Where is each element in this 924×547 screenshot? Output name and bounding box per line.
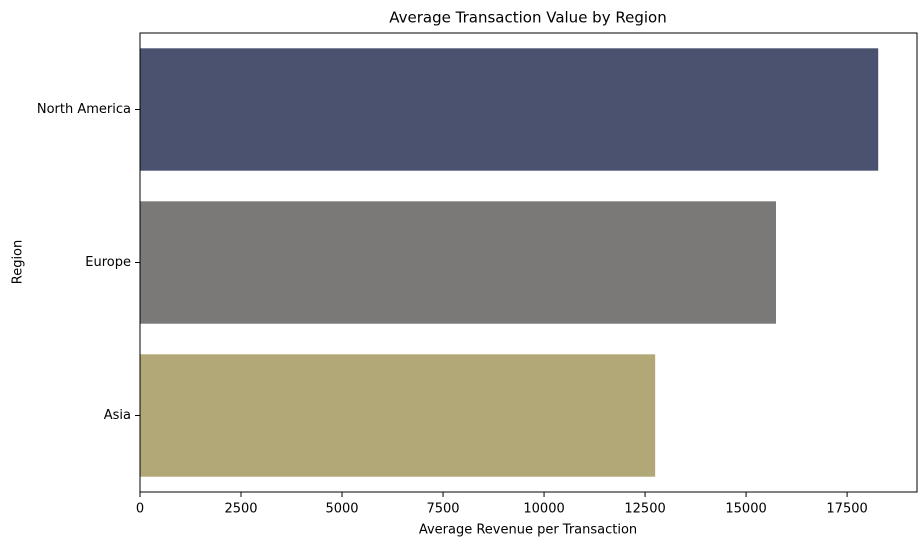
- x-tick-label: 10000: [523, 502, 564, 517]
- x-tick-label: 15000: [725, 502, 766, 517]
- chart-title: Average Transaction Value by Region: [389, 9, 666, 27]
- bar: [140, 354, 656, 477]
- y-tick-label: Asia: [104, 408, 131, 423]
- x-tick-label: 7500: [426, 502, 459, 517]
- y-axis-label: Region: [11, 240, 26, 285]
- x-tick-label: 12500: [624, 502, 665, 517]
- x-tick-label: 0: [136, 502, 144, 517]
- x-tick-label: 2500: [224, 502, 257, 517]
- bar: [140, 48, 879, 171]
- y-tick-label: North America: [37, 102, 131, 117]
- x-tick-label: 5000: [325, 502, 358, 517]
- plot-frame: [139, 32, 918, 493]
- x-axis-label: Average Revenue per Transaction: [419, 523, 637, 538]
- bar: [140, 201, 776, 324]
- y-tick-label: Europe: [85, 255, 131, 270]
- x-tick-label: 17500: [826, 502, 867, 517]
